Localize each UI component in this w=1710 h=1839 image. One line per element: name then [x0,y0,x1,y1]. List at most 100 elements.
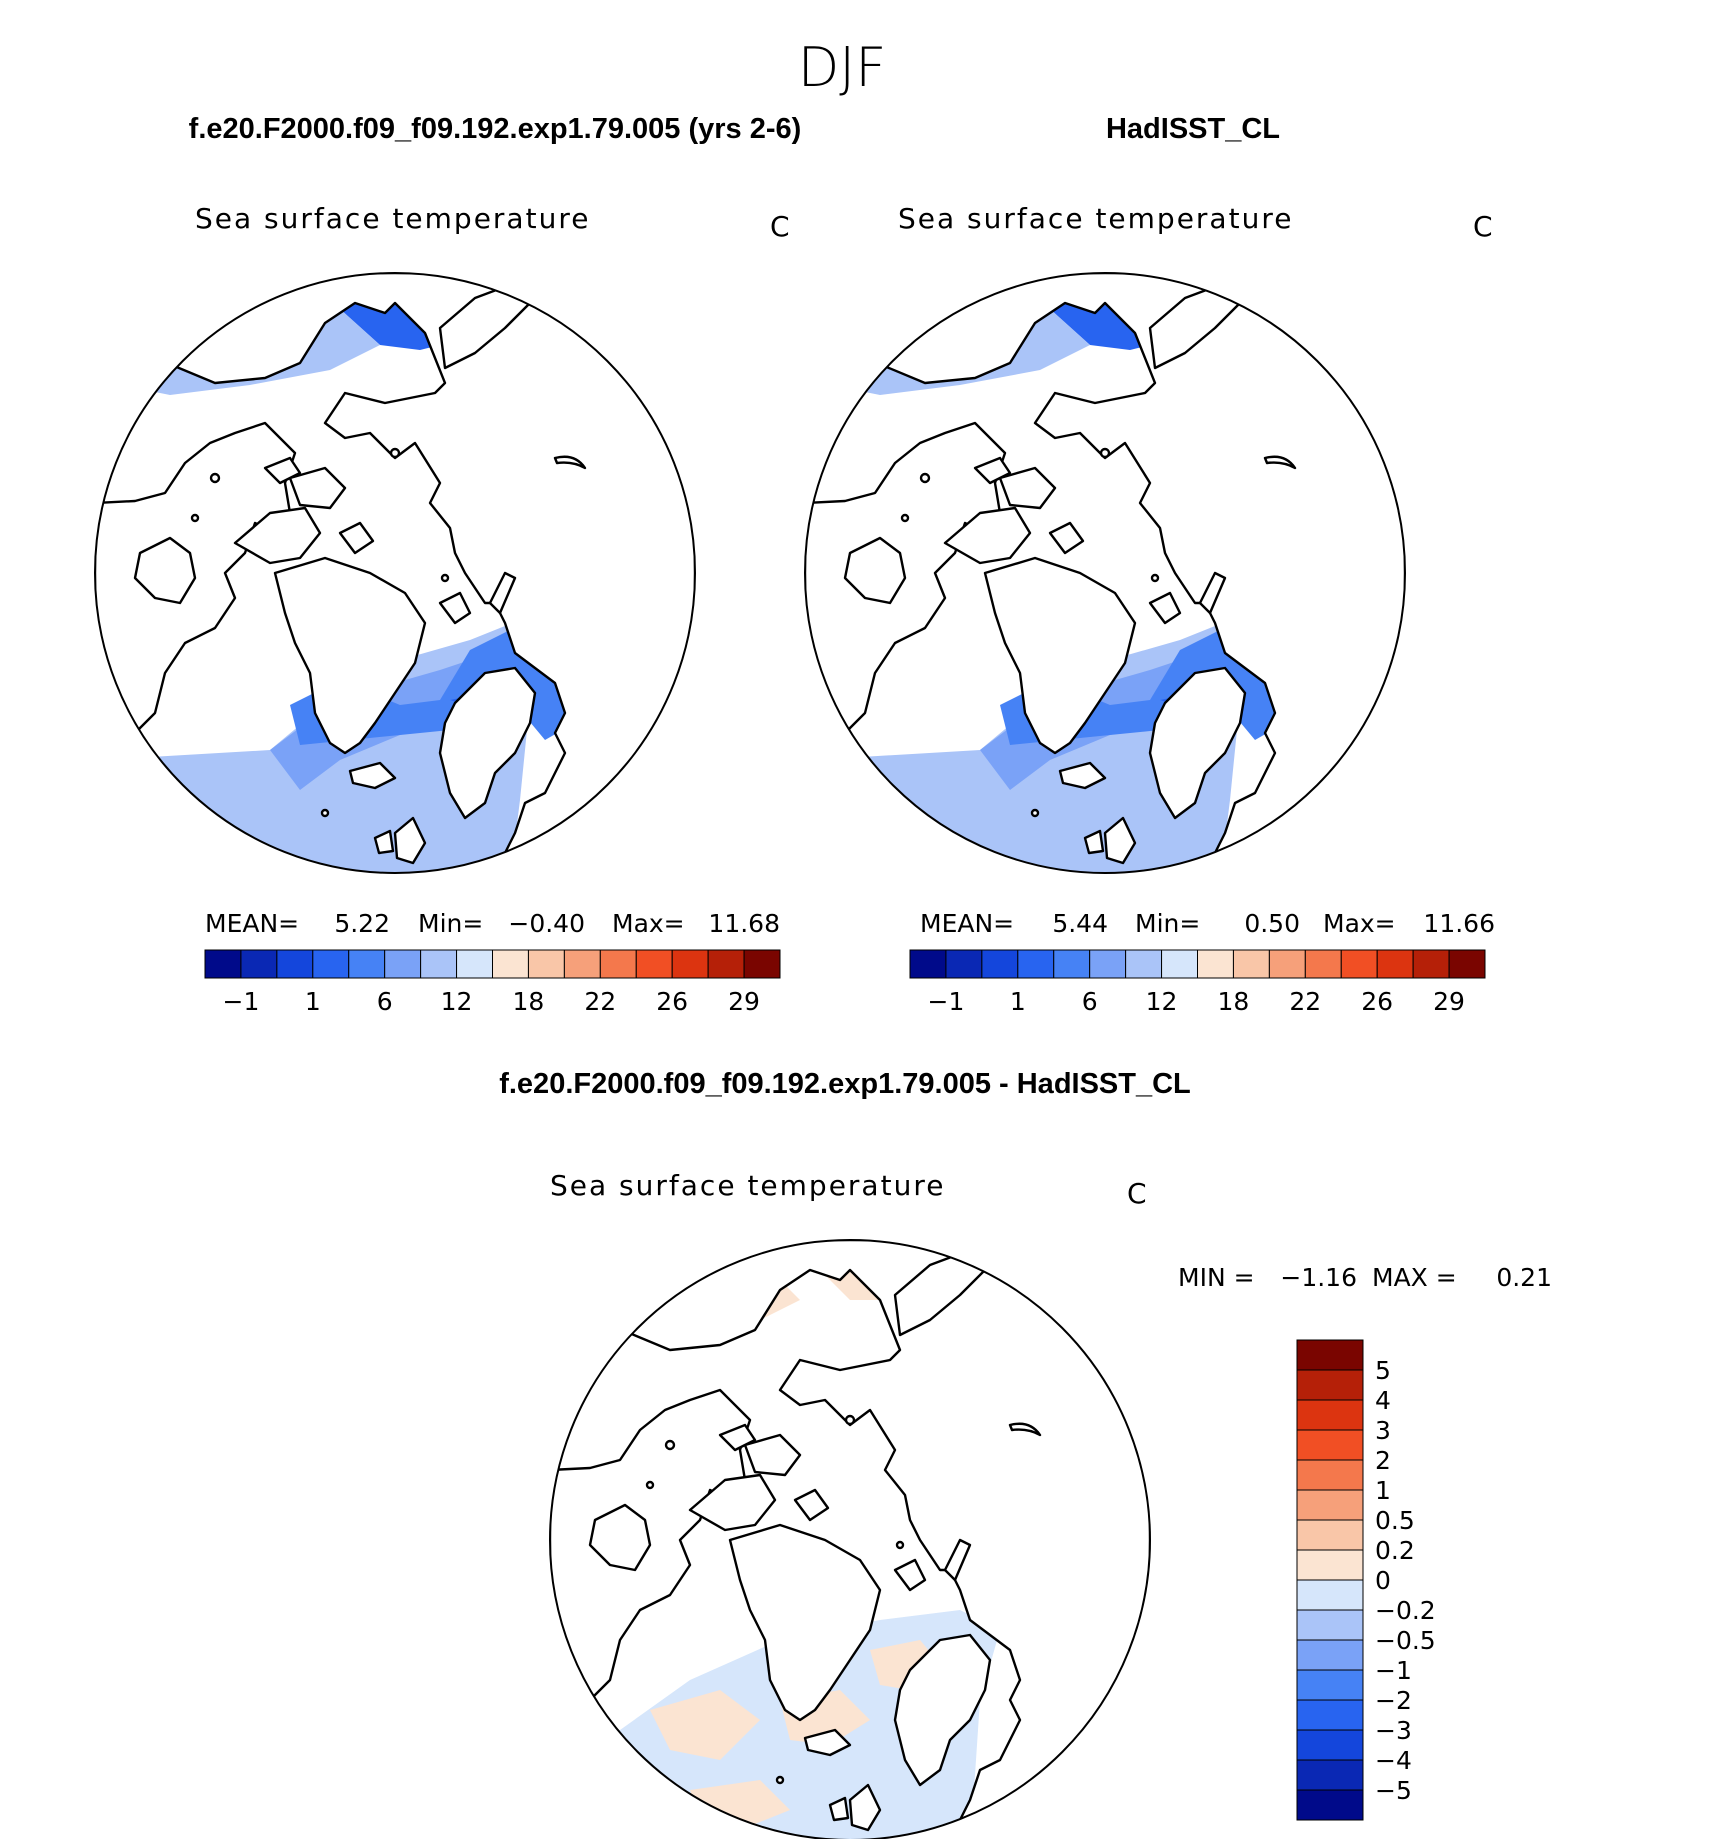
model-colorbar-box [348,949,386,979]
diff-stats: MIN = −1.16 MAX = 0.21 [1178,1263,1552,1292]
diff-colorbar-tick-label: −1 [1375,1656,1412,1685]
model-case-title: f.e20.F2000.f09_f09.192.exp1.79.005 (yrs… [189,113,802,145]
obs-colorbar-tick-label: 12 [1146,987,1178,1016]
diff-colorbar-box [1296,1459,1364,1491]
diff-colorbar-box [1296,1789,1364,1821]
diff-colorbar-tick-label: 1 [1375,1476,1391,1505]
diff-colorbar-tick-label: 5 [1375,1356,1391,1385]
obs-colorbar-box [1232,949,1270,979]
obs-colorbar-box [1017,949,1055,979]
diff-map [550,1240,1150,1839]
obs-case-title: HadISST_CL [1106,113,1280,145]
diff-colorbar-tick-label: −5 [1375,1776,1412,1805]
diff-units-label: C [1127,1177,1149,1210]
obs-max-label: Max= [1323,909,1396,938]
model-units-label: C [770,210,792,243]
diff-panel: Sea surface temperature C MIN = −1.16 MA… [549,1169,1552,1839]
obs-colorbar-tick-label: 18 [1218,987,1250,1016]
obs-field-label: Sea surface temperature [898,202,1293,235]
obs-panel: Sea surface temperature C MEAN= 5.44 Min… [804,202,1495,1016]
season-title: DJF [798,36,887,99]
obs-colorbar-box [981,949,1019,979]
diff-colorbar-box [1296,1399,1364,1431]
obs-colorbar-tick-label: 22 [1289,987,1321,1016]
model-colorbar-box [563,949,601,979]
model-colorbar-box [384,949,422,979]
obs-min-value: 0.50 [1244,909,1300,938]
model-colorbar-box [743,949,781,979]
model-mean-label: MEAN= [205,909,299,938]
diff-colorbar-tick-label: 4 [1375,1386,1391,1415]
diff-colorbar-tick-label: −4 [1375,1746,1412,1775]
model-colorbar-box [276,949,314,979]
diff-field-label: Sea surface temperature [550,1169,945,1202]
diff-colorbar-tick-label: 0 [1375,1566,1391,1595]
obs-colorbar-tick-label: 29 [1433,987,1465,1016]
obs-stats: MEAN= 5.44 Min= 0.50 Max= 11.66 [920,909,1495,938]
model-colorbar-box [456,949,493,979]
diff-colorbar-tick-label: 2 [1375,1446,1391,1475]
diff-colorbar-box [1296,1429,1364,1461]
model-colorbar-box [204,949,242,979]
model-colorbar-tick-label: 22 [584,987,616,1016]
model-colorbar-tick-label: 26 [656,987,688,1016]
model-colorbar-box [707,949,745,979]
model-max-label: Max= [612,909,685,938]
diff-colorbar-tick-label: −3 [1375,1716,1412,1745]
obs-colorbar-box [1268,949,1306,979]
obs-colorbar-box [1053,949,1091,979]
obs-colorbar-tick-label: 6 [1082,987,1098,1016]
obs-colorbar-box [1412,949,1450,979]
model-panel: Sea surface temperature C MEAN= 5.22 Min… [94,202,792,1016]
diff-colorbar-box [1296,1549,1364,1581]
obs-min-label: Min= [1135,909,1200,938]
model-map [95,273,695,873]
model-colorbar-box [492,949,529,979]
diff-colorbar-box [1296,1339,1364,1371]
diff-min-label: MIN = [1178,1263,1255,1292]
model-colorbar-box [527,949,565,979]
obs-colorbar-box [1376,949,1414,979]
model-colorbar-tick-label: −1 [223,987,260,1016]
model-colorbar-box [312,949,350,979]
diff-max-label: MAX = [1372,1263,1457,1292]
model-colorbar-tick-label: 18 [513,987,545,1016]
obs-colorbar-box [945,949,983,979]
obs-colorbar-box [1161,949,1198,979]
diff-colorbar-box [1296,1639,1364,1671]
diff-colorbar-box [1296,1609,1364,1641]
model-colorbar-tick-label: 12 [441,987,473,1016]
obs-colorbar-box [1089,949,1127,979]
diff-colorbar-tick-label: −2 [1375,1686,1412,1715]
diff-colorbar-box [1296,1519,1364,1551]
diff-colorbar-tick-label: −0.5 [1375,1626,1436,1655]
model-colorbar-box [240,949,278,979]
model-min-value: −0.40 [508,909,585,938]
diff-colorbar-box [1296,1669,1364,1701]
diff-colorbar-tick-label: 0.5 [1375,1506,1415,1535]
diff-colorbar-box [1296,1729,1364,1761]
diff-colorbar-box [1296,1489,1364,1521]
model-mean-value: 5.22 [334,909,390,938]
obs-colorbar-box [1304,949,1342,979]
obs-mean-label: MEAN= [920,909,1014,938]
model-colorbar-tick-label: 1 [305,987,321,1016]
diff-colorbar-tick-label: −0.2 [1375,1596,1436,1625]
diff-colorbar-box [1296,1369,1364,1401]
obs-colorbar-box [1197,949,1234,979]
model-min-label: Min= [418,909,483,938]
diff-colorbar-tick-label: 3 [1375,1416,1391,1445]
obs-colorbar-tick-label: 1 [1010,987,1026,1016]
model-field-label: Sea surface temperature [195,202,590,235]
model-colorbar: −1 1 6 12 18 22 26 29 [204,949,781,1016]
obs-colorbar-tick-label: −1 [928,987,965,1016]
obs-colorbar-tick-label: 26 [1361,987,1393,1016]
model-colorbar-box [599,949,637,979]
obs-max-value: 11.66 [1423,909,1495,938]
model-colorbar-box [420,949,458,979]
obs-colorbar-box [1340,949,1378,979]
diff-case-title: f.e20.F2000.f09_f09.192.exp1.79.005 - Ha… [499,1068,1191,1100]
diff-colorbar-box [1296,1699,1364,1731]
